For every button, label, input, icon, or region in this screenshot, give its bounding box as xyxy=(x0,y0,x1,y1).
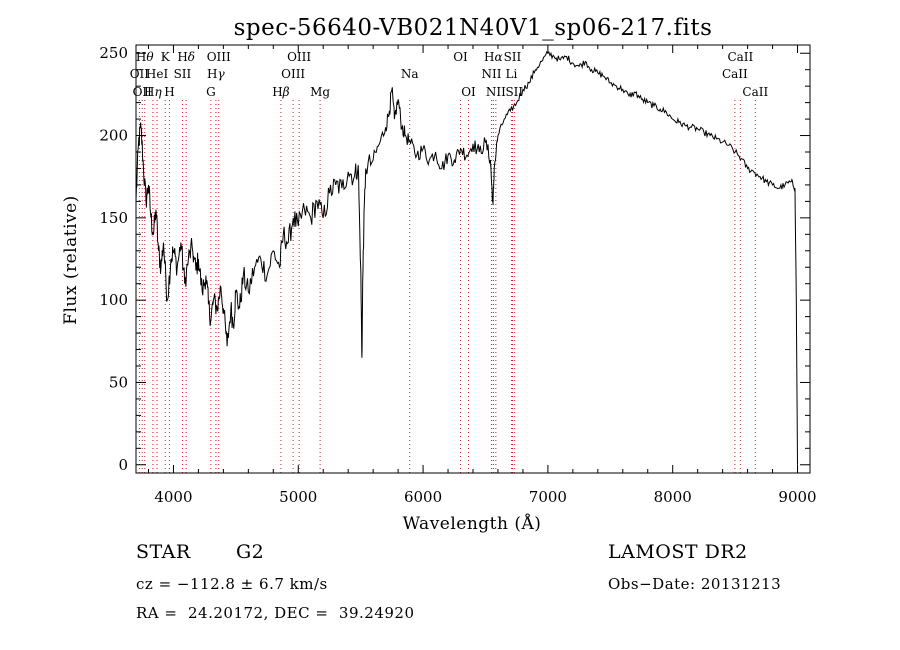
line-label-5-0: K xyxy=(161,50,171,64)
y-tick-label-5: 250 xyxy=(99,44,128,62)
line-label-23-0: SII xyxy=(504,50,522,64)
line-label-11-0: OIII xyxy=(207,50,231,64)
line-label-16-0: Na xyxy=(401,67,419,81)
line-label-7-0: SII xyxy=(174,67,192,81)
x-tick-label-4: 8000 xyxy=(654,488,692,506)
line-label-19-0: NII xyxy=(481,67,501,81)
line-label-12-0: Hβ xyxy=(272,85,289,99)
x-tick-label-5: 9000 xyxy=(778,488,816,506)
line-label-4-0: HeI xyxy=(146,67,169,81)
line-label-0-0: OII xyxy=(130,67,150,81)
line-label-26-0: CaII xyxy=(727,50,753,64)
line-label-9-0: G xyxy=(206,85,216,99)
x-tick-label-2: 6000 xyxy=(404,488,442,506)
line-label-17-0: OI xyxy=(453,50,468,64)
y-tick-label-4: 200 xyxy=(99,127,128,145)
line-label-22-0: Li xyxy=(506,67,518,81)
x-tick-label-0: 4000 xyxy=(154,488,192,506)
chart-title: spec-56640-VB021N40V1_sp06-217.fits xyxy=(234,15,713,41)
line-label-10-0: Hγ xyxy=(207,67,225,81)
survey-name: LAMOST DR2 xyxy=(608,541,748,563)
object-type: STAR xyxy=(136,541,191,563)
x-tick-label-3: 7000 xyxy=(529,488,567,506)
line-label-27-0: CaII xyxy=(742,85,768,99)
coordinates: RA = 24.20172, DEC = 39.24920 xyxy=(136,604,415,622)
x-tick-label-1: 5000 xyxy=(279,488,317,506)
y-tick-label-0: 0 xyxy=(118,456,128,474)
y-axis-label: Flux (relative) xyxy=(61,195,81,325)
object-subclass: G2 xyxy=(236,541,265,563)
line-label-15-0: Mg xyxy=(310,85,330,99)
line-label-1-0: OII xyxy=(133,85,153,99)
line-label-21-0: NII xyxy=(486,85,506,99)
obs-date: Obs−Date: 20131213 xyxy=(608,575,782,593)
line-label-18-0: OI xyxy=(461,85,476,99)
line-label-2-0: Hθ xyxy=(136,50,154,64)
y-tick-label-3: 150 xyxy=(99,209,128,227)
line-label-13-0: OIII xyxy=(281,67,305,81)
line-label-14-0: OIII xyxy=(287,50,311,64)
spectrum-series-0 xyxy=(135,50,798,465)
redshift-value: cz = −112.8 ± 6.7 km/s xyxy=(136,575,328,593)
y-tick-label-1: 50 xyxy=(109,373,128,391)
line-label-3-0: Hη xyxy=(144,85,162,99)
line-label-20-0: Hα xyxy=(484,50,503,64)
line-label-24-0: SII xyxy=(505,85,523,99)
plot-area: OIIOIIHθHηHeIKHSIIHδGHγOIIIHβOIIIOIIIMgN… xyxy=(99,44,816,506)
x-axis-label: Wavelength (Å) xyxy=(403,513,542,534)
line-label-6-0: H xyxy=(164,85,174,99)
line-label-25-0: CaII xyxy=(722,67,748,81)
plot-frame xyxy=(135,44,811,474)
line-label-8-0: Hδ xyxy=(177,50,195,64)
y-tick-label-2: 100 xyxy=(99,291,128,309)
